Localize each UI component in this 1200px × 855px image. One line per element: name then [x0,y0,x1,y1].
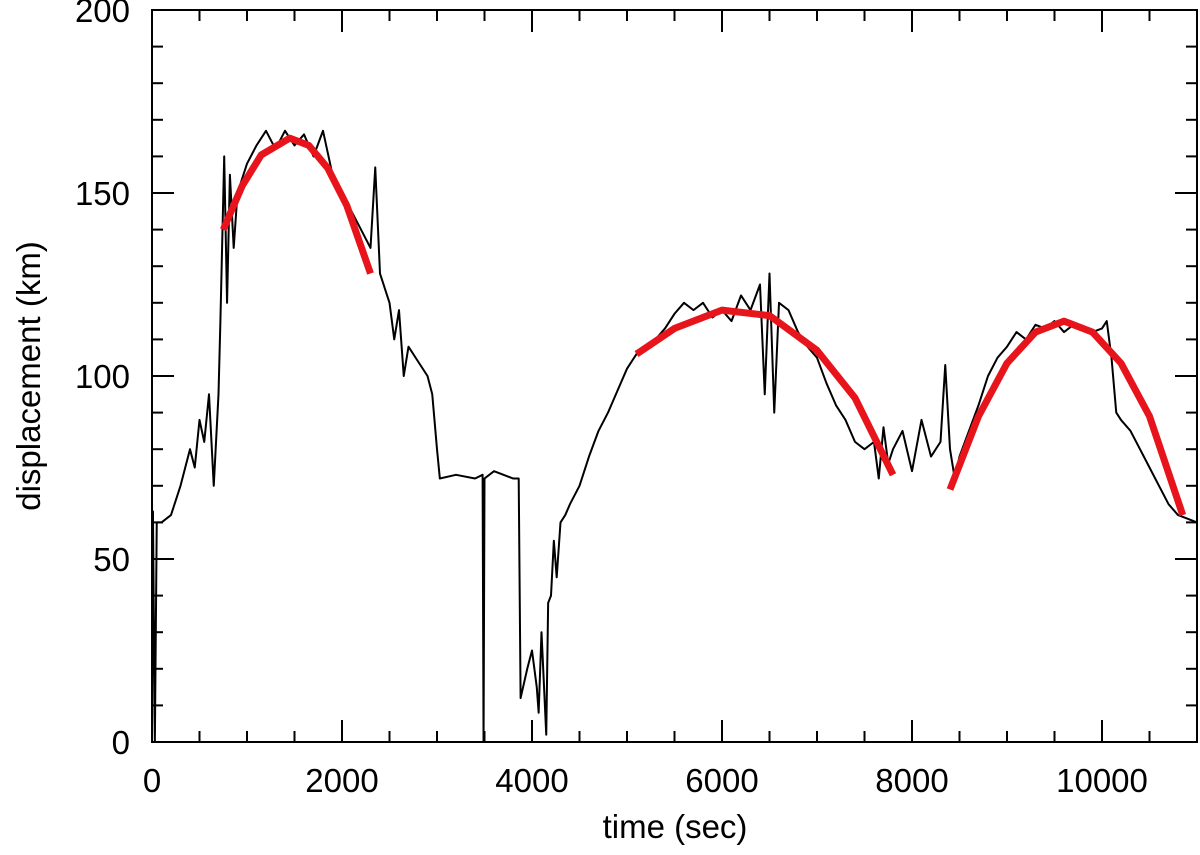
y-tick-label: 200 [75,0,130,29]
data-line [634,306,897,477]
x-tick-label: 8000 [875,762,948,799]
y-tick-label: 100 [75,358,130,395]
x-axis-label: time (sec) [603,808,748,845]
x-tick-label: 10000 [1056,762,1148,799]
y-tick-label: 0 [112,724,130,761]
y-axis-label: displacement (km) [10,241,47,511]
plot-frame [151,9,1198,743]
x-tick-label: 6000 [685,762,758,799]
x-tick-label: 0 [143,762,161,799]
data-line [151,129,1198,743]
x-tick-label: 2000 [305,762,378,799]
x-tick-label: 4000 [495,762,568,799]
y-tick-label: 50 [93,541,130,578]
data-line [220,134,374,275]
data-line [946,317,1187,517]
y-tick-label: 150 [75,175,130,212]
